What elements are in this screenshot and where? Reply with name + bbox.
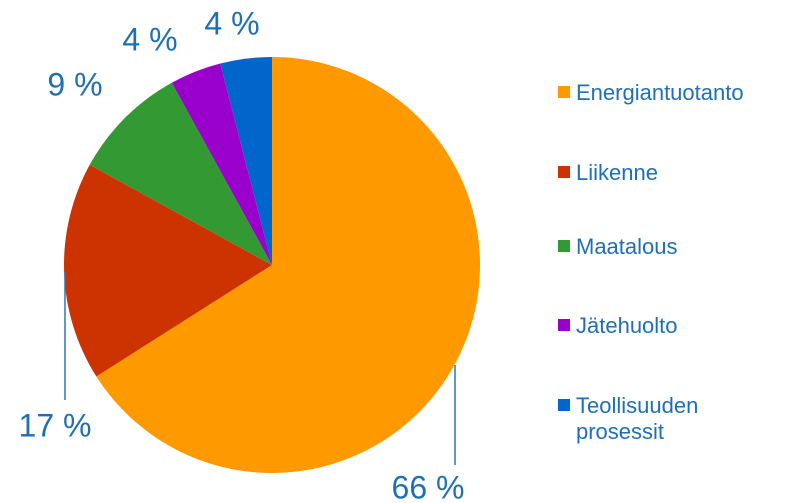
- legend-swatch: [558, 86, 570, 98]
- legend-swatch: [558, 240, 570, 252]
- leader-lines: [64, 272, 456, 465]
- pie-slice: [171, 63, 272, 266]
- data-label: 9 %: [47, 66, 102, 102]
- legend-label: Jätehuolto: [576, 313, 678, 338]
- pie-slice: [96, 57, 480, 473]
- data-label: 66 %: [392, 469, 465, 503]
- legend-item: Energiantuotanto: [558, 80, 788, 106]
- pie-slice: [220, 57, 272, 265]
- legend-label: Energiantuotanto: [576, 80, 744, 105]
- pie: [64, 57, 480, 473]
- legend-swatch: [558, 319, 570, 331]
- legend-swatch: [558, 166, 570, 178]
- legend-item: Teollisuuden prosessit: [558, 393, 788, 445]
- legend-label: Maatalous: [576, 234, 678, 259]
- data-label: 4 %: [204, 5, 259, 41]
- data-label: 17 %: [19, 407, 92, 443]
- legend-swatch: [558, 399, 570, 411]
- legend-label: Teollisuuden prosessit: [576, 393, 699, 444]
- legend-item: Liikenne: [558, 160, 788, 186]
- data-label: 4 %: [122, 21, 177, 57]
- pie-slice: [89, 82, 272, 265]
- legend-item: Maatalous: [558, 234, 788, 260]
- legend-item: Jätehuolto: [558, 313, 788, 339]
- legend-label: Liikenne: [576, 160, 658, 185]
- pie-slice: [64, 164, 272, 377]
